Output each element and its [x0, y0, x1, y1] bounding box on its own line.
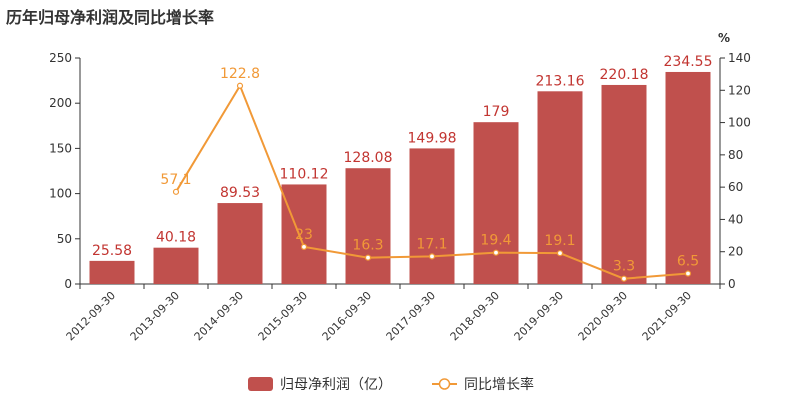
x-tick-label: 2019-09-30 — [512, 289, 566, 343]
line-data-label: 57.1 — [160, 172, 191, 188]
y-right-tick-label: 60 — [728, 180, 743, 194]
x-tick-label: 2013-09-30 — [128, 289, 182, 343]
y-right-tick-label: 40 — [728, 212, 743, 226]
bar-data-label: 110.12 — [280, 166, 329, 182]
y-left-tick-label: 250 — [49, 51, 72, 65]
bar — [665, 71, 711, 284]
legend-bar-swatch — [248, 377, 273, 391]
x-tick-label: 2017-09-30 — [384, 289, 438, 343]
bar-data-label: 149.98 — [408, 130, 457, 146]
x-tick-label: 2016-09-30 — [320, 289, 374, 343]
bar-data-label: 179 — [483, 104, 510, 120]
line-point — [620, 275, 628, 282]
bar — [601, 84, 647, 285]
line-data-label: 19.1 — [544, 233, 575, 249]
y-left-tick-label: 50 — [57, 232, 72, 246]
line-point — [684, 270, 692, 277]
x-tick-label: 2015-09-30 — [256, 289, 310, 343]
bar-data-label: 234.55 — [664, 54, 713, 70]
line-data-label: 16.3 — [352, 238, 383, 254]
line-data-label: 122.8 — [220, 66, 260, 82]
bar — [409, 148, 455, 284]
y-left-tick-label: 200 — [49, 96, 72, 110]
bar — [345, 168, 391, 284]
bar — [281, 184, 327, 284]
line-data-label: 17.1 — [416, 236, 447, 252]
line-data-label: 19.4 — [480, 233, 511, 249]
line-point — [172, 188, 180, 195]
y-right-unit-label: % — [718, 31, 730, 45]
y-right-tick-label: 20 — [728, 245, 743, 259]
x-tick-label: 2018-09-30 — [448, 289, 502, 343]
chart-title: 历年归母净利润及同比增长率 — [6, 8, 215, 27]
bar — [473, 122, 519, 285]
line-point — [300, 243, 308, 250]
legend-line-label: 同比增长率 — [464, 376, 534, 393]
y-right-tick-label: 100 — [728, 116, 751, 130]
y-right-tick-label: 140 — [728, 51, 751, 65]
x-tick-label: 2012-09-30 — [64, 289, 118, 343]
y-right-tick-label: 120 — [728, 83, 751, 97]
line-data-label: 23 — [295, 227, 313, 243]
line-point — [492, 249, 500, 256]
bar — [217, 203, 263, 284]
y-right-tick-label: 80 — [728, 148, 743, 162]
line-point — [428, 253, 436, 260]
bar — [153, 247, 199, 284]
x-tick-label: 2020-09-30 — [576, 289, 630, 343]
line-point — [236, 82, 244, 89]
bar-data-label: 128.08 — [344, 150, 393, 166]
bar — [89, 260, 135, 284]
line-data-label: 6.5 — [677, 254, 699, 270]
bar-data-label: 213.16 — [536, 73, 585, 89]
y-right-tick-label: 0 — [728, 277, 736, 291]
y-left-tick-label: 100 — [49, 187, 72, 201]
x-tick-label: 2014-09-30 — [192, 289, 246, 343]
bar-data-label: 89.53 — [220, 185, 260, 201]
bar-data-label: 220.18 — [600, 67, 649, 83]
y-left-tick-label: 0 — [64, 277, 72, 291]
y-left-tick-label: 150 — [49, 141, 72, 155]
line-point — [556, 250, 564, 257]
bar-data-label: 40.18 — [156, 230, 196, 246]
legend-line-marker — [438, 378, 451, 390]
line-data-label: 3.3 — [613, 259, 635, 275]
line-point — [364, 254, 372, 261]
bar-data-label: 25.58 — [92, 243, 132, 259]
legend-bar-label: 归母净利润（亿） — [280, 376, 392, 393]
x-tick-label: 2021-09-30 — [640, 289, 694, 343]
